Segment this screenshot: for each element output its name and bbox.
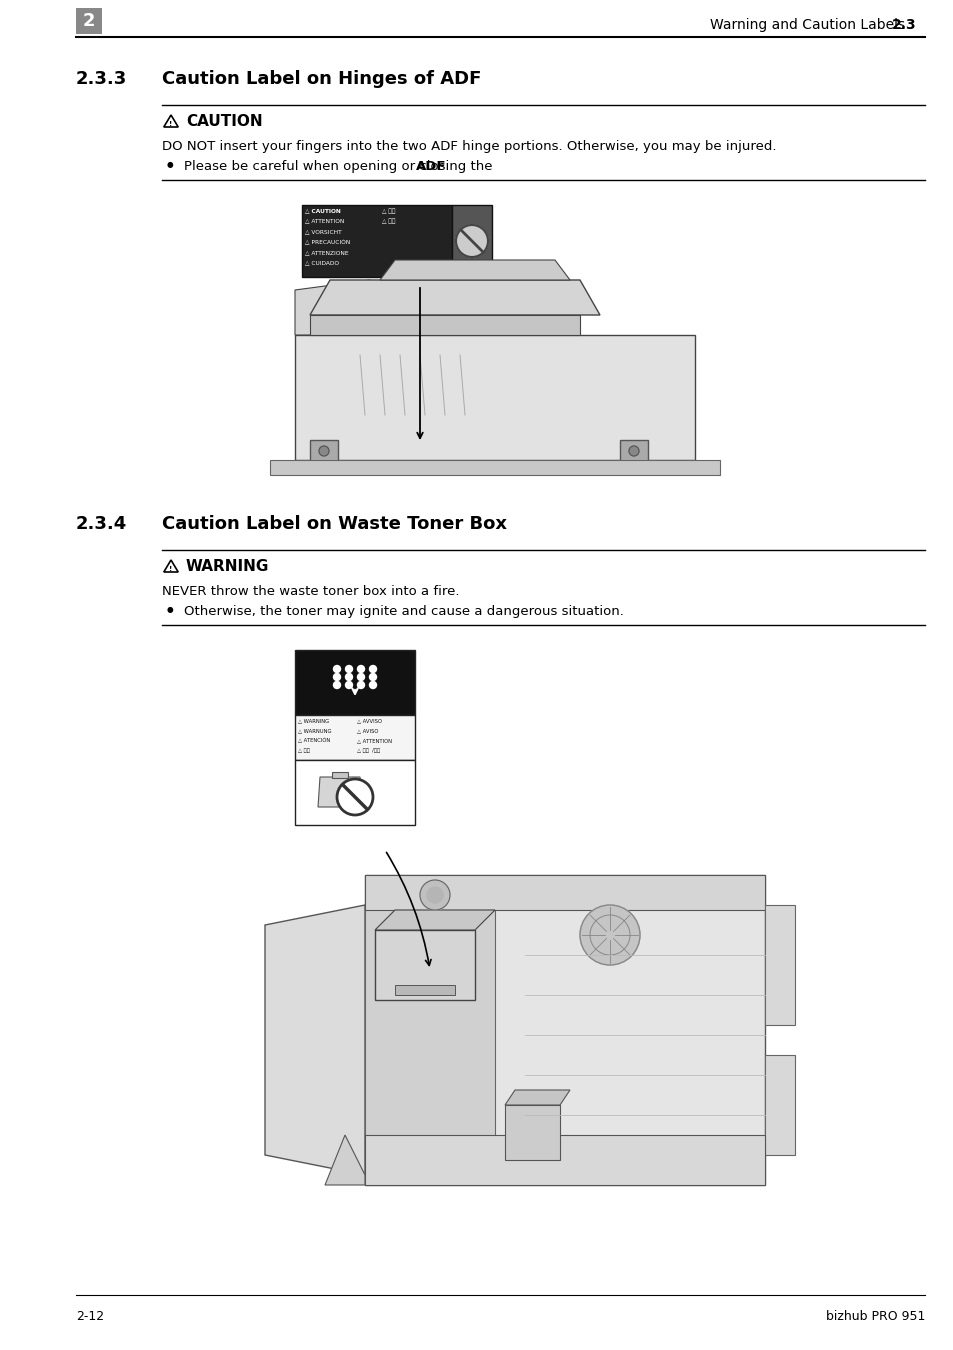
Text: 2.3.4: 2.3.4 (76, 514, 127, 533)
Text: WARNING: WARNING (186, 559, 269, 574)
FancyBboxPatch shape (452, 205, 492, 277)
Polygon shape (375, 910, 495, 930)
Text: △ CUIDADO: △ CUIDADO (305, 261, 338, 266)
Circle shape (419, 880, 450, 910)
Text: △ 경고  /시스: △ 경고 /시스 (356, 748, 379, 753)
FancyBboxPatch shape (294, 335, 695, 460)
FancyBboxPatch shape (365, 1135, 764, 1185)
Text: CAUTION: CAUTION (186, 113, 262, 130)
Polygon shape (294, 279, 370, 335)
Text: ●: ● (167, 161, 173, 169)
FancyBboxPatch shape (764, 1054, 794, 1156)
Circle shape (357, 682, 364, 688)
Text: ●: ● (167, 605, 173, 614)
Text: Caution Label on Waste Toner Box: Caution Label on Waste Toner Box (162, 514, 506, 533)
Text: △ CAUTION: △ CAUTION (305, 208, 340, 213)
Text: 2-12: 2-12 (76, 1310, 104, 1323)
Circle shape (456, 225, 488, 256)
Polygon shape (317, 778, 361, 807)
Text: △ 주의: △ 주의 (381, 219, 395, 224)
FancyBboxPatch shape (302, 205, 452, 277)
FancyBboxPatch shape (504, 1106, 559, 1160)
Circle shape (345, 674, 352, 680)
Text: ADF: ADF (416, 161, 446, 173)
Circle shape (345, 682, 352, 688)
Circle shape (357, 674, 364, 680)
FancyBboxPatch shape (294, 649, 415, 716)
Circle shape (369, 682, 376, 688)
Circle shape (334, 682, 340, 688)
Polygon shape (164, 115, 178, 127)
Text: bizhub PRO 951: bizhub PRO 951 (824, 1310, 924, 1323)
FancyBboxPatch shape (270, 460, 720, 475)
Circle shape (369, 674, 376, 680)
Text: DO NOT insert your fingers into the two ADF hinge portions. Otherwise, you may b: DO NOT insert your fingers into the two … (162, 140, 776, 153)
Text: Otherwise, the toner may ignite and cause a dangerous situation.: Otherwise, the toner may ignite and caus… (184, 605, 623, 618)
Circle shape (589, 915, 629, 954)
Text: △ ATTENZIONE: △ ATTENZIONE (305, 250, 348, 255)
FancyBboxPatch shape (76, 8, 102, 34)
Text: △ PRECAUCIÓN: △ PRECAUCIÓN (305, 239, 350, 246)
FancyBboxPatch shape (365, 904, 495, 1156)
Text: !: ! (170, 120, 172, 127)
Text: NEVER throw the waste toner box into a fire.: NEVER throw the waste toner box into a f… (162, 585, 459, 598)
Text: !: ! (170, 566, 172, 572)
Circle shape (579, 904, 639, 965)
FancyBboxPatch shape (365, 875, 764, 910)
Text: △ AVISO: △ AVISO (356, 728, 378, 733)
Circle shape (334, 666, 340, 672)
Circle shape (628, 446, 639, 456)
Circle shape (345, 666, 352, 672)
Text: △ WARNING: △ WARNING (297, 718, 329, 724)
FancyBboxPatch shape (375, 930, 475, 1000)
FancyBboxPatch shape (764, 904, 794, 1025)
Text: △ 경고: △ 경고 (297, 748, 310, 753)
Circle shape (427, 887, 442, 903)
Text: △ AVVISO: △ AVVISO (356, 718, 381, 724)
FancyBboxPatch shape (310, 315, 579, 335)
FancyBboxPatch shape (294, 716, 415, 760)
Polygon shape (325, 1135, 365, 1185)
Text: Warning and Caution Labels: Warning and Caution Labels (709, 18, 904, 32)
Polygon shape (504, 1089, 569, 1106)
FancyBboxPatch shape (619, 440, 647, 462)
Text: △ WARNUNG: △ WARNUNG (297, 728, 331, 733)
Circle shape (357, 666, 364, 672)
Text: △ VORSICHT: △ VORSICHT (305, 230, 341, 234)
Text: △ ATTENTION: △ ATTENTION (305, 219, 344, 224)
Text: 2.3: 2.3 (891, 18, 916, 32)
Circle shape (334, 674, 340, 680)
Polygon shape (164, 560, 178, 572)
Text: Please be careful when opening or closing the: Please be careful when opening or closin… (184, 161, 497, 173)
Text: 2: 2 (83, 12, 95, 30)
Polygon shape (310, 279, 599, 315)
Text: △ ATTENTION: △ ATTENTION (356, 738, 392, 742)
Polygon shape (265, 904, 365, 1174)
FancyBboxPatch shape (310, 440, 337, 462)
FancyBboxPatch shape (332, 772, 348, 778)
Text: △ ATENCIÓN: △ ATENCIÓN (297, 738, 330, 744)
Text: △ 注意: △ 注意 (381, 208, 395, 213)
FancyBboxPatch shape (365, 875, 764, 1185)
Text: Caution Label on Hinges of ADF: Caution Label on Hinges of ADF (162, 70, 481, 88)
Polygon shape (379, 261, 569, 279)
FancyBboxPatch shape (294, 760, 415, 825)
Circle shape (336, 779, 373, 815)
Circle shape (318, 446, 329, 456)
Text: 2.3.3: 2.3.3 (76, 70, 127, 88)
Circle shape (369, 666, 376, 672)
FancyBboxPatch shape (395, 986, 455, 995)
Text: .: . (437, 161, 442, 173)
